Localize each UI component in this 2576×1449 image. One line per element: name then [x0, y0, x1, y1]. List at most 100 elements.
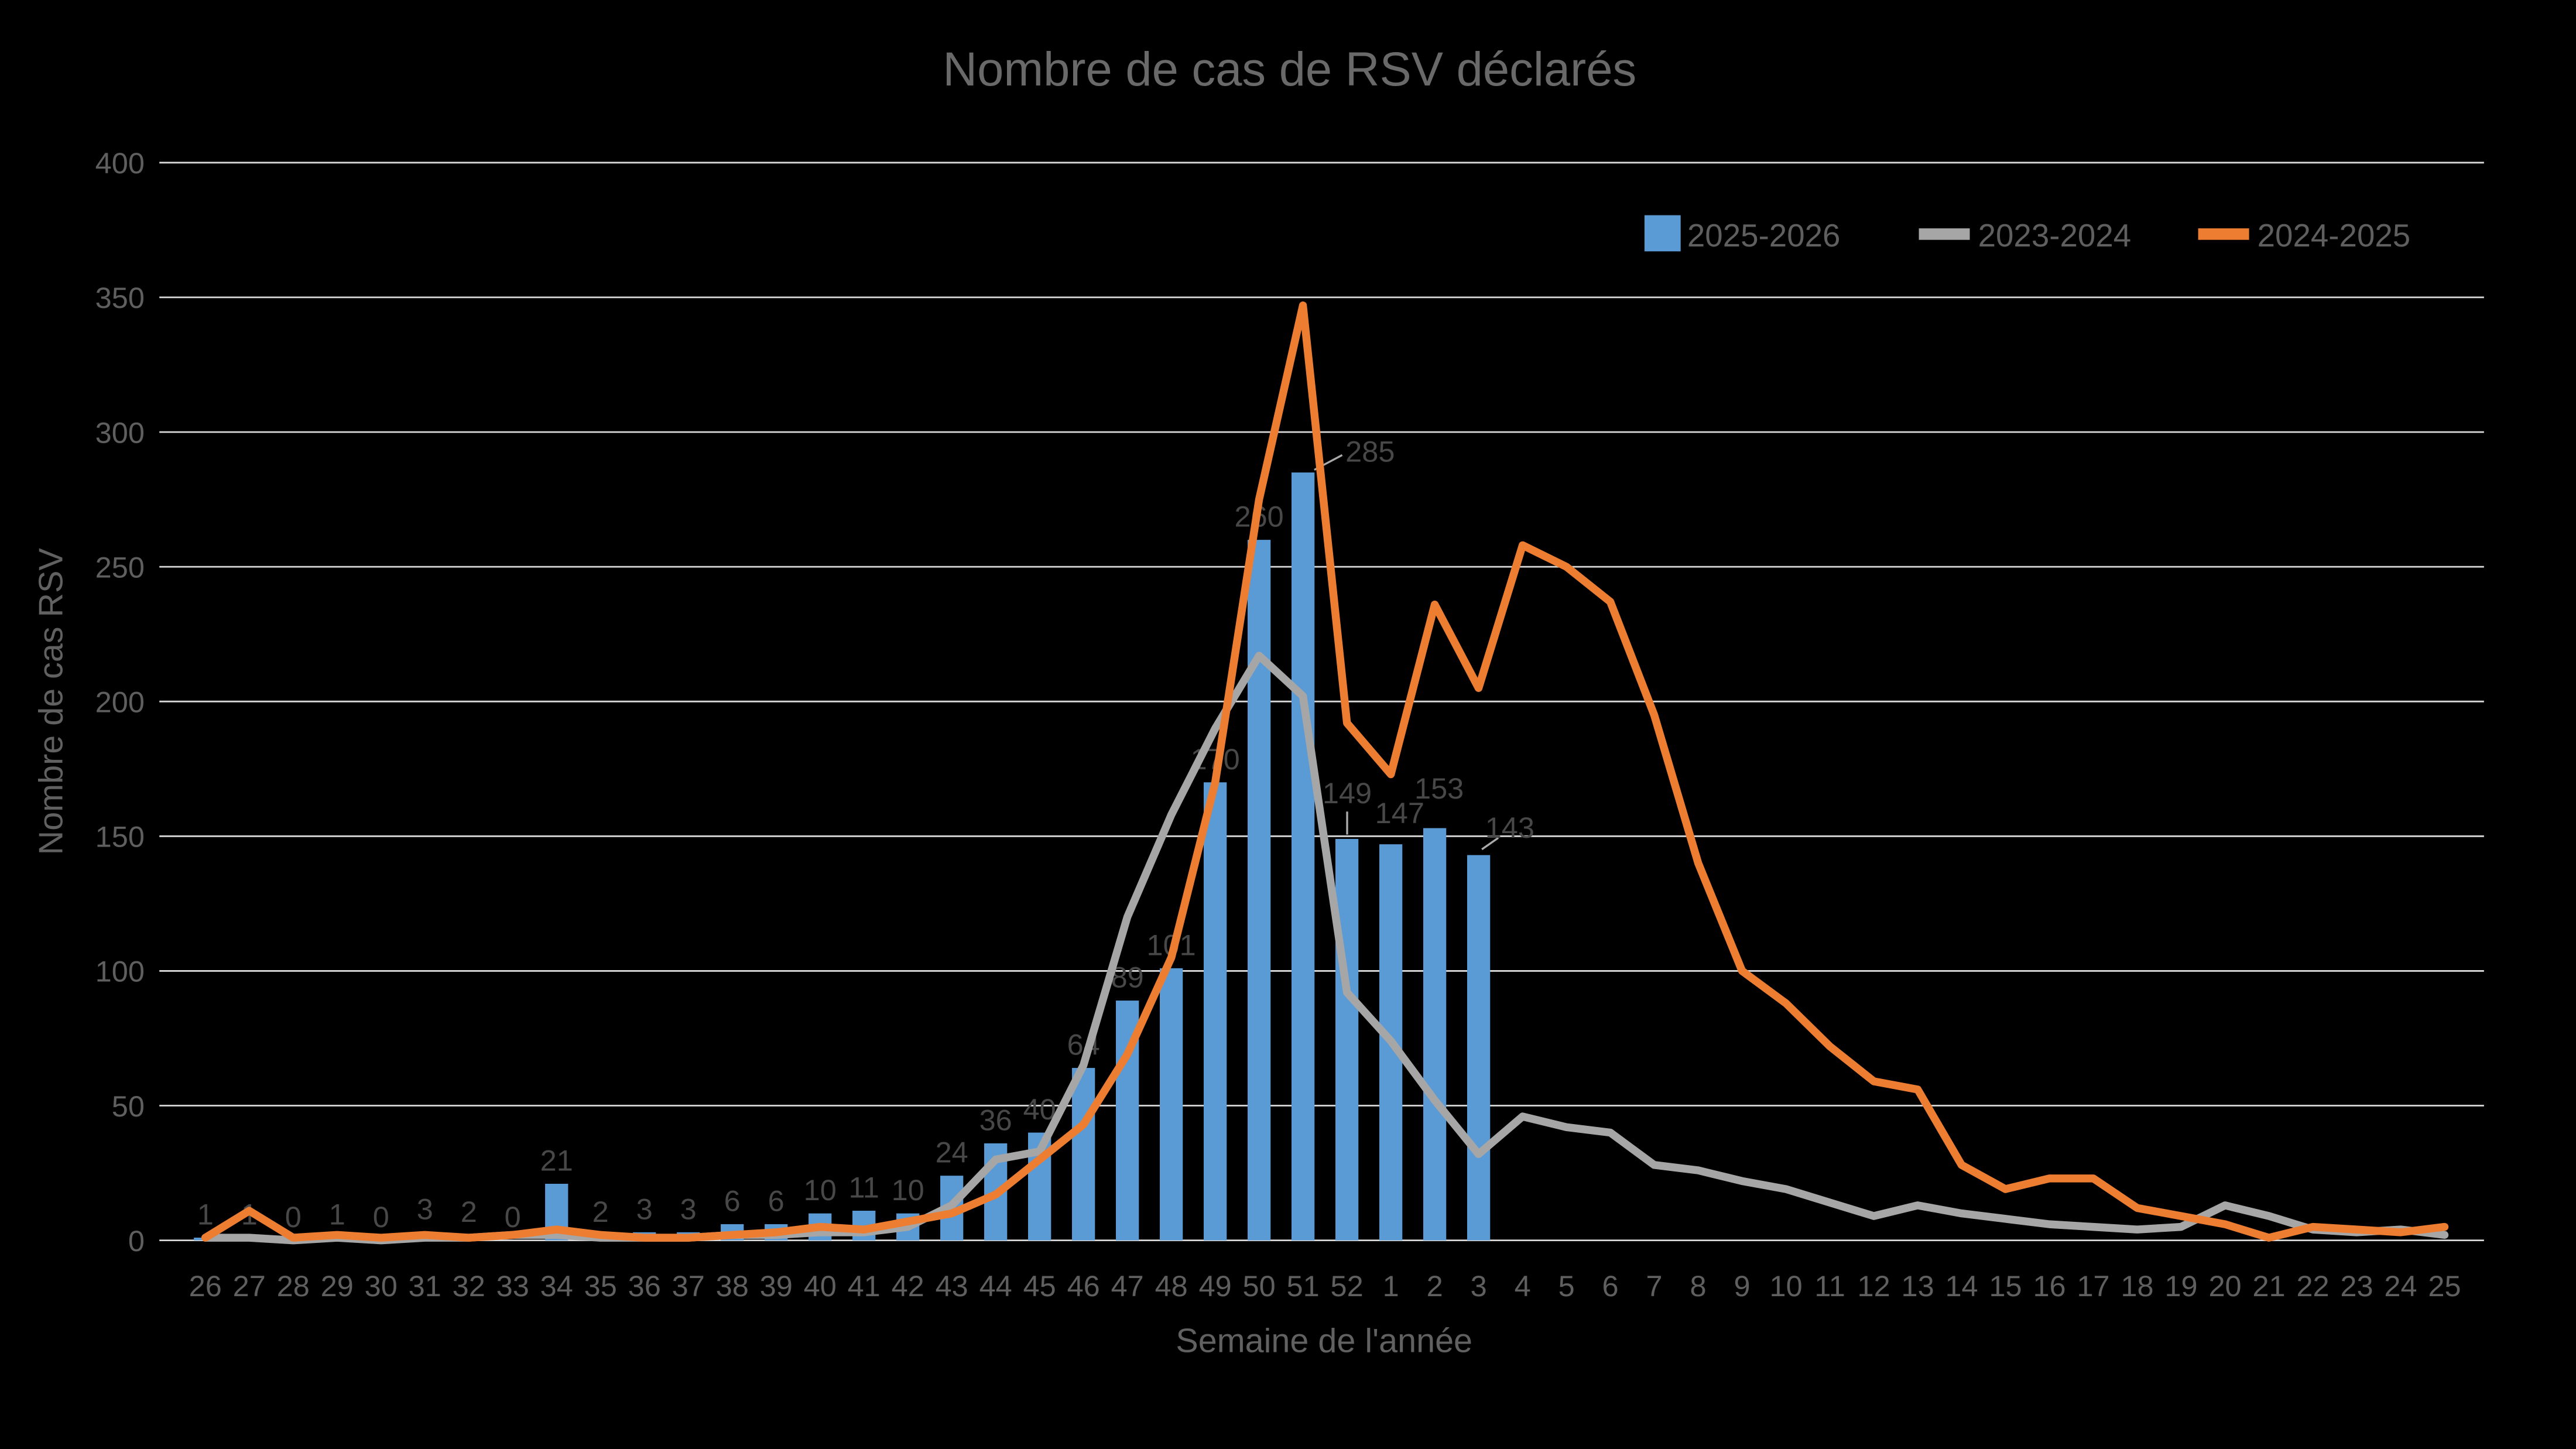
legend-label-2023-2024: 2023-2024	[1978, 217, 2132, 254]
svg-text:250: 250	[95, 550, 145, 584]
svg-text:38: 38	[716, 1269, 749, 1303]
x-axis-title: Semaine de l'année	[1176, 1322, 1472, 1359]
legend-swatch-bar-icon	[1644, 215, 1681, 252]
bar-week-52	[1335, 838, 1359, 1241]
svg-text:21: 21	[2252, 1269, 2285, 1303]
svg-text:24: 24	[936, 1136, 968, 1169]
svg-text:0: 0	[128, 1224, 145, 1258]
svg-text:400: 400	[95, 146, 145, 180]
svg-text:6: 6	[768, 1184, 785, 1218]
bar-week-48	[1160, 968, 1183, 1241]
legend-swatch-orange-line-icon	[2198, 228, 2249, 240]
svg-text:147: 147	[1375, 796, 1424, 830]
svg-text:285: 285	[1345, 435, 1395, 468]
svg-text:11: 11	[1814, 1269, 1845, 1303]
svg-text:45: 45	[1023, 1269, 1056, 1303]
svg-text:3: 3	[1471, 1269, 1487, 1303]
svg-text:51: 51	[1287, 1269, 1320, 1303]
svg-text:153: 153	[1414, 772, 1464, 805]
svg-text:31: 31	[409, 1269, 441, 1303]
line-series	[201, 301, 2449, 1245]
svg-text:200: 200	[95, 685, 145, 718]
svg-text:1: 1	[329, 1198, 345, 1231]
legend: 2025-2026 2023-2024 2024-2025	[1644, 215, 2411, 254]
svg-text:40: 40	[1023, 1092, 1056, 1126]
legend-swatch-gray-line-icon	[1919, 228, 1970, 240]
svg-text:33: 33	[496, 1269, 529, 1303]
svg-text:16: 16	[2033, 1269, 2065, 1303]
svg-text:11: 11	[848, 1171, 879, 1204]
svg-text:18: 18	[2121, 1269, 2153, 1303]
svg-text:8: 8	[1690, 1269, 1707, 1303]
svg-text:28: 28	[277, 1269, 310, 1303]
svg-text:3: 3	[636, 1192, 653, 1225]
svg-text:350: 350	[95, 281, 145, 314]
bar-week-46	[1072, 1068, 1095, 1241]
svg-text:27: 27	[233, 1269, 266, 1303]
bar-week-51	[1291, 472, 1315, 1241]
svg-text:1: 1	[197, 1198, 214, 1231]
svg-text:17: 17	[2077, 1269, 2109, 1303]
svg-text:48: 48	[1155, 1269, 1188, 1303]
svg-text:6: 6	[724, 1184, 741, 1218]
legend-label-2024-2025: 2024-2025	[2258, 217, 2411, 254]
svg-text:30: 30	[365, 1269, 398, 1303]
gridlines	[159, 162, 2484, 1242]
y-axis-tick-labels: 0 50 100 150 200 250 300 350 400	[95, 146, 145, 1258]
svg-text:34: 34	[540, 1269, 573, 1303]
svg-text:36: 36	[628, 1269, 661, 1303]
line-2023-2024	[201, 652, 2449, 1245]
svg-text:0: 0	[505, 1200, 521, 1234]
bar-week-50	[1248, 540, 1271, 1241]
svg-text:41: 41	[848, 1269, 881, 1303]
svg-text:12: 12	[1857, 1269, 1890, 1303]
bar-series-2025-2026	[194, 472, 1491, 1241]
svg-text:20: 20	[2208, 1269, 2241, 1303]
svg-text:43: 43	[936, 1269, 968, 1303]
svg-text:300: 300	[95, 416, 145, 449]
bar-week-3	[1467, 855, 1491, 1241]
svg-text:52: 52	[1331, 1269, 1364, 1303]
svg-text:44: 44	[979, 1269, 1012, 1303]
bar-week-49	[1204, 782, 1227, 1241]
svg-text:7: 7	[1646, 1269, 1663, 1303]
svg-text:26: 26	[189, 1269, 222, 1303]
svg-text:40: 40	[804, 1269, 837, 1303]
svg-text:5: 5	[1558, 1269, 1575, 1303]
svg-text:100: 100	[95, 955, 145, 988]
svg-text:3: 3	[417, 1192, 433, 1225]
svg-text:22: 22	[2296, 1269, 2329, 1303]
svg-text:2: 2	[461, 1195, 477, 1228]
svg-text:50: 50	[112, 1090, 145, 1123]
svg-text:10: 10	[804, 1173, 837, 1207]
svg-text:149: 149	[1323, 776, 1372, 810]
y-axis-title: Nombre de cas RSV	[33, 547, 70, 855]
legend-item-2025-2026: 2025-2026	[1644, 215, 1840, 254]
svg-text:0: 0	[373, 1200, 389, 1234]
legend-item-2023-2024: 2023-2024	[1919, 217, 2132, 254]
svg-text:35: 35	[584, 1269, 617, 1303]
svg-text:29: 29	[321, 1269, 354, 1303]
svg-text:6: 6	[1602, 1269, 1619, 1303]
svg-text:150: 150	[95, 820, 145, 854]
svg-text:23: 23	[2340, 1269, 2373, 1303]
svg-text:4: 4	[1515, 1269, 1531, 1303]
svg-text:15: 15	[1989, 1269, 2022, 1303]
svg-text:39: 39	[760, 1269, 793, 1303]
x-axis-tick-labels: 26 27 28 29 30 31 32 33 34 35 36 37 38 39 40 41 42 43 44 45…	[189, 1269, 2461, 1303]
chart-title: Nombre de cas de RSV déclarés	[943, 43, 1636, 96]
svg-text:42: 42	[892, 1269, 924, 1303]
svg-text:36: 36	[979, 1104, 1012, 1137]
svg-text:13: 13	[1901, 1269, 1934, 1303]
svg-text:3: 3	[680, 1192, 697, 1225]
legend-item-2024-2025: 2024-2025	[2198, 217, 2411, 254]
svg-text:32: 32	[453, 1269, 485, 1303]
svg-text:143: 143	[1485, 811, 1534, 844]
svg-text:10: 10	[1770, 1269, 1803, 1303]
svg-text:24: 24	[2384, 1269, 2417, 1303]
svg-text:21: 21	[540, 1144, 573, 1177]
svg-text:47: 47	[1111, 1269, 1144, 1303]
